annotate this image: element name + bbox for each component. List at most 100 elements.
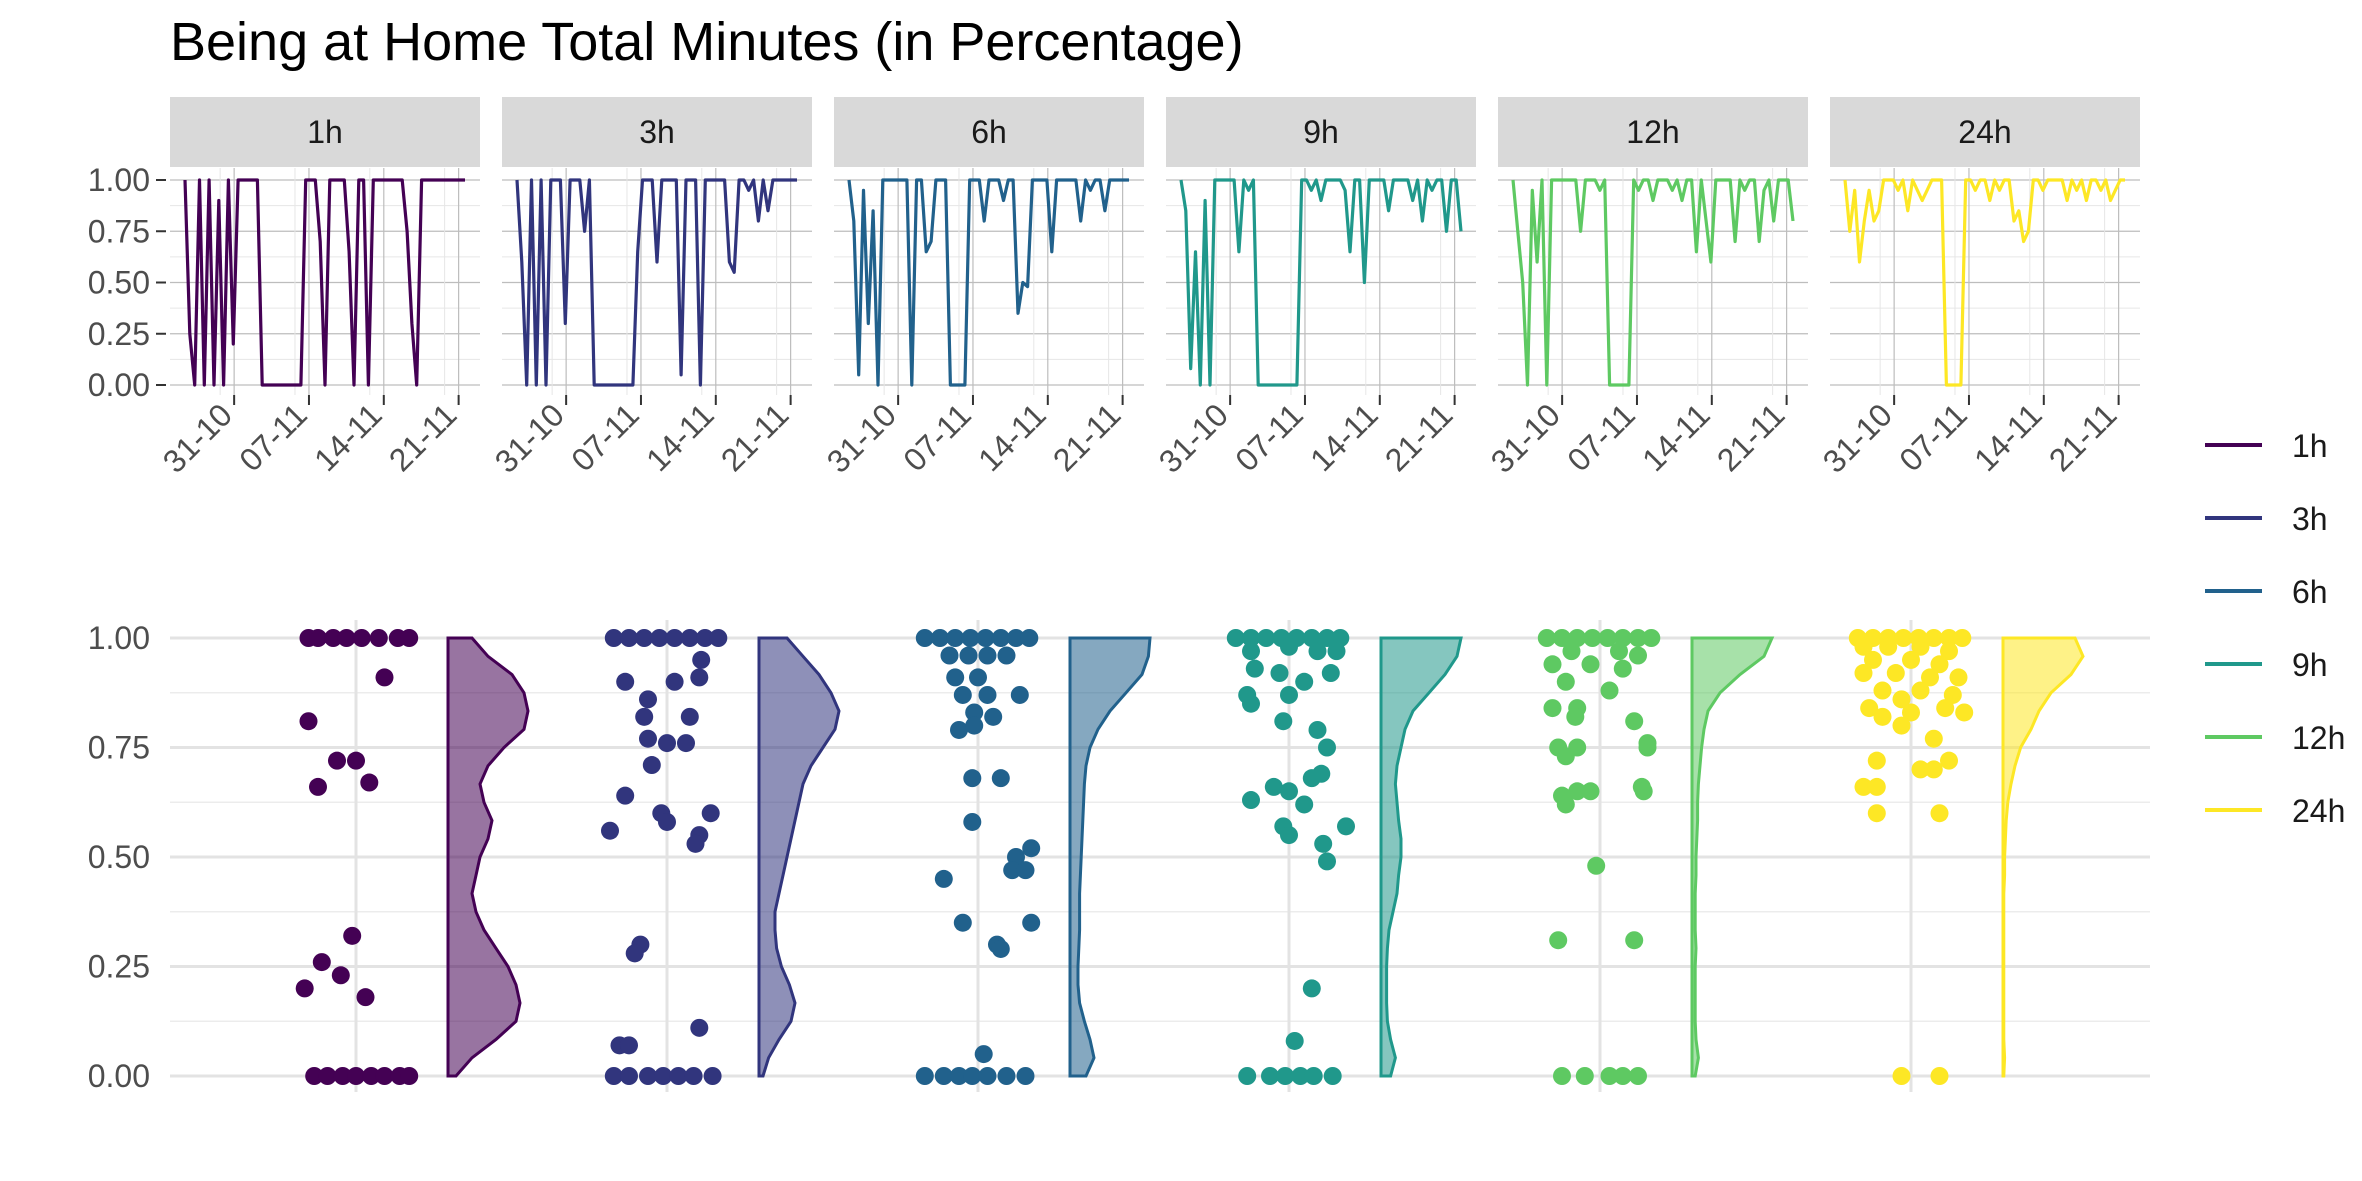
data-point-1h [328,751,346,770]
data-point-24h [1924,729,1943,748]
data-point-3h [625,944,644,963]
data-point-6h [1022,839,1041,858]
y-tick-label: 0.00 [88,367,150,403]
data-point-24h [1873,681,1892,700]
data-point-24h [1949,668,1968,687]
data-point-6h [1022,913,1041,932]
data-point-12h [1553,629,1571,647]
density-9h [1379,636,1463,1078]
legend-label: 9h [2292,647,2328,683]
raincloud-panel: 0.00 0.25 0.50 0.75 1.00 [88,620,2150,1094]
y-tick-label: 0.75 [88,730,150,766]
x-tick-label: 14-11 [971,396,1053,478]
data-point-9h [1270,664,1289,683]
data-point-12h [1562,642,1581,661]
data-point-12h [1587,856,1606,875]
data-point-9h [1302,769,1321,788]
data-point-24h [1860,699,1879,718]
data-point-12h [1575,1067,1594,1085]
data-point-3h [639,1067,657,1085]
data-point-24h [1930,804,1949,823]
data-point-9h [1226,629,1245,647]
chart-title: Being at Home Total Minutes (in Percenta… [170,12,1244,72]
data-point-24h [1854,637,1873,656]
data-point-6h [997,646,1016,665]
data-point-9h [1321,664,1340,683]
data-point-12h [1629,1067,1647,1085]
facet-line-panels: 1h31-1007-1114-1121-113h31-1007-1114-112… [88,97,2140,480]
data-point-9h [1295,795,1314,814]
data-point-9h [1308,642,1327,661]
data-point-12h [1629,646,1647,665]
data-point-1h [352,629,371,647]
data-point-6h [963,769,982,788]
facet-strip-label: 6h [971,114,1007,150]
data-point-3h [642,756,661,775]
y-tick-label: 0.25 [88,949,150,985]
y-tick-label: 0.75 [88,213,150,249]
data-point-3h [709,629,728,647]
data-point-1h [375,1067,394,1085]
data-point-3h [650,629,669,647]
data-point-3h [690,1018,709,1037]
data-point-12h [1581,655,1600,674]
data-point-24h [1924,760,1943,779]
data-point-3h [639,690,657,709]
facet-strip-12h [1498,97,1808,167]
data-point-9h [1242,642,1260,661]
x-tick-label: 31-10 [1816,396,1899,479]
data-point-1h [309,629,327,647]
data-point-9h [1285,1031,1304,1050]
facet-strip-24h [1830,97,2140,167]
legend: 1h 3h 6h 9h 12h 24h [2205,428,2345,829]
x-tick-label: 07-11 [564,396,646,478]
data-point-1h [343,926,362,945]
data-point-3h [635,707,654,726]
density-12h [1690,636,1775,1078]
data-point-6h [915,629,934,647]
data-point-6h [997,1067,1016,1085]
series-line-3h [515,178,797,387]
data-point-3h [680,629,699,647]
data-point-9h [1242,629,1260,647]
data-point-3h [654,1067,673,1085]
data-point-3h [665,672,684,691]
data-point-1h [337,629,356,647]
data-point-9h [1308,720,1327,739]
data-point-12h [1549,931,1568,950]
data-point-24h [1886,664,1905,683]
data-point-1h [400,629,419,647]
density-3h [757,636,841,1078]
data-point-9h [1291,1067,1310,1085]
data-point-3h [658,734,676,753]
data-point-6h [1003,861,1022,880]
data-point-6h [950,1067,968,1085]
series-line-9h [1179,178,1463,387]
data-point-24h [1930,655,1949,674]
legend-label: 6h [2292,574,2328,610]
data-point-3h [639,729,657,748]
data-point-6h [934,1067,953,1085]
y-tick-label: 1.00 [88,620,150,656]
data-point-6h [991,939,1010,958]
data-point-12h [1543,655,1562,674]
series-line-6h [847,178,1129,387]
facet-strip-1h [170,97,480,167]
y-tick-label: 0.50 [88,265,150,301]
data-point-24h [1921,668,1939,687]
data-point-12h [1625,712,1644,731]
data-point-12h [1600,681,1619,700]
data-point-9h [1337,817,1355,836]
x-tick-label: 21-11 [382,396,464,478]
data-point-24h [1953,629,1972,647]
x-tick-label: 21-11 [1710,396,1792,478]
data-point-6h [963,812,982,831]
data-point-1h [333,1067,352,1085]
legend-label: 24h [2292,793,2345,829]
data-point-6h [969,668,987,687]
data-point-6h [978,1067,997,1085]
x-tick-label: 21-11 [714,396,796,478]
data-point-1h [356,988,375,1007]
data-point-3h [677,734,695,753]
data-point-12h [1610,642,1628,661]
